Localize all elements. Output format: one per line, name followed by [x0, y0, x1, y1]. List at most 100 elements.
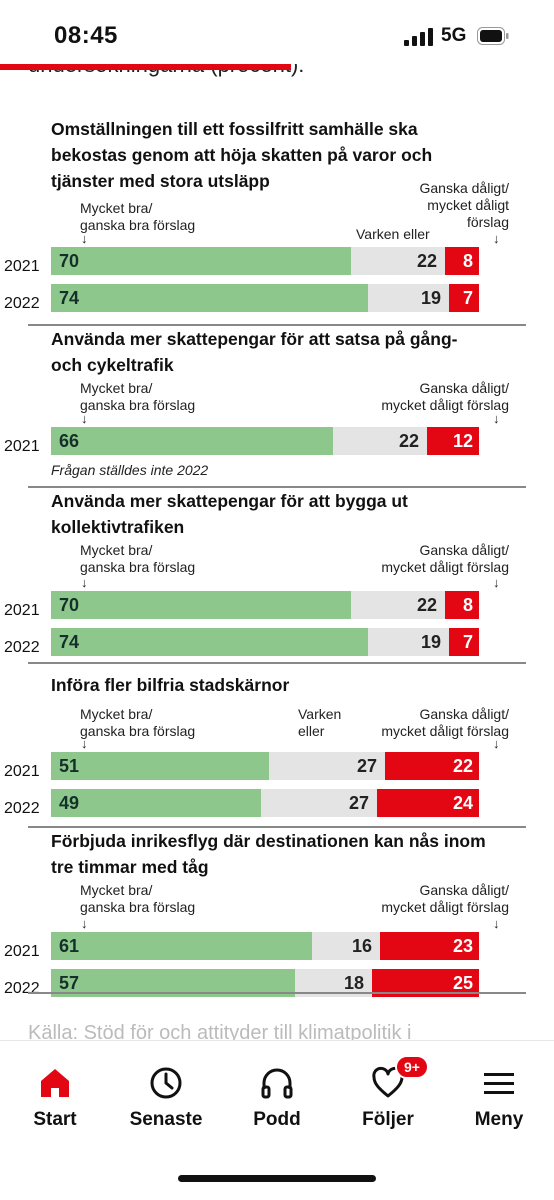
- value-positive: 70: [59, 595, 80, 615]
- bar-positive: [51, 247, 351, 275]
- chart-title: Införa fler bilfria stadskärnor: [51, 675, 290, 695]
- value-positive: 74: [59, 288, 80, 308]
- legend-arrow-icon: ↓: [493, 736, 500, 751]
- value-negative: 23: [452, 936, 473, 956]
- value-neutral: 16: [351, 936, 372, 956]
- follow-badge: 9+: [395, 1055, 429, 1079]
- bar-negative: [445, 247, 479, 275]
- heart-icon: [372, 1066, 404, 1098]
- bar-negative: [385, 752, 479, 780]
- bar-neutral: [351, 591, 445, 619]
- value-positive: 57: [59, 973, 80, 993]
- value-negative: 24: [452, 793, 473, 813]
- value-neutral: 19: [420, 288, 441, 308]
- section-divider: [28, 992, 526, 994]
- legend-neutral: Varken eller: [356, 226, 430, 242]
- bar-positive: [51, 932, 312, 960]
- value-negative: 22: [452, 756, 473, 776]
- legend-negative: Ganska dåligt/mycket dåligt förslag: [419, 180, 510, 230]
- value-negative: 12: [452, 431, 473, 451]
- nav-label-senaste: Senaste: [129, 1109, 203, 1130]
- chart-title: Använda mer skattepengar för att satsa p…: [51, 329, 458, 375]
- value-positive: 51: [59, 756, 80, 776]
- section-divider: [28, 324, 526, 326]
- bar-row: 70 22 8: [51, 247, 479, 275]
- bar-row: 74 19 7: [51, 284, 479, 312]
- clock-icon: [150, 1067, 182, 1099]
- chart-title: Använda mer skattepengar för att bygga u…: [51, 491, 408, 537]
- nav-label-meny: Meny: [474, 1109, 524, 1130]
- bar-positive: [51, 284, 368, 312]
- nav-podd[interactable]: Podd: [222, 1063, 332, 1131]
- legend-positive: Mycket bra/ganska bra förslag: [80, 882, 196, 915]
- year-label: 2021: [4, 258, 40, 275]
- nav-foljer[interactable]: 9+ Följer: [333, 1055, 443, 1131]
- value-positive: 61: [59, 936, 80, 956]
- bar-row: 51 27 22: [51, 752, 479, 780]
- value-negative: 8: [462, 595, 473, 615]
- legend-arrow-icon: ↓: [493, 916, 500, 931]
- legend-negative: Ganska dåligt/mycket dåligt förslag: [381, 706, 509, 739]
- value-negative: 7: [462, 288, 473, 308]
- bar-neutral: [368, 628, 449, 656]
- bar-negative: [449, 284, 479, 312]
- legend-negative: Ganska dåligt/mycket dåligt förslag: [381, 380, 509, 413]
- menu-icon: [484, 1073, 514, 1094]
- bar-negative: [377, 789, 479, 817]
- bar-positive: [51, 427, 333, 455]
- legend-positive: Mycket bra/ganska bra förslag: [80, 542, 196, 575]
- value-neutral: 22: [416, 251, 437, 271]
- nav-senaste[interactable]: Senaste: [111, 1063, 221, 1131]
- legend-arrow-icon: ↓: [81, 411, 88, 426]
- value-positive: 66: [59, 431, 80, 451]
- value-negative: 25: [452, 973, 473, 993]
- bar-positive: [51, 789, 261, 817]
- source-text: Källa: Stöd för och attityder till klima…: [28, 1022, 412, 1044]
- legend-neutral: Varken eller: [298, 706, 342, 739]
- bottom-nav: Start Senaste Podd 9+ Följer Meny: [0, 1040, 554, 1200]
- section-divider: [28, 826, 526, 828]
- legend-arrow-icon: ↓: [81, 575, 88, 590]
- bar-row: 49 27 24: [51, 789, 479, 817]
- battery-icon: [477, 27, 509, 45]
- legend-arrow-icon: ↓: [81, 231, 88, 246]
- nav-meny[interactable]: Meny: [444, 1063, 554, 1131]
- year-label: 2022: [4, 295, 40, 312]
- year-label: 2022: [4, 800, 40, 817]
- bar-neutral: [351, 247, 445, 275]
- value-neutral: 22: [416, 595, 437, 615]
- legend-positive: Mycket bra/ganska bra förslag: [80, 380, 196, 413]
- value-neutral: 27: [348, 793, 369, 813]
- legend-negative: Ganska dåligt/mycket dåligt förslag: [381, 542, 509, 575]
- legend-arrow-icon: ↓: [493, 411, 500, 426]
- legend-positive: Mycket bra/ganska bra förslag: [80, 706, 196, 739]
- home-icon: [41, 1069, 69, 1097]
- year-label: 2021: [4, 602, 40, 619]
- legend-arrow-icon: ↓: [81, 736, 88, 751]
- network-label: 5G: [441, 25, 467, 46]
- year-label: 2021: [4, 438, 40, 455]
- legend-arrow-icon: ↓: [493, 231, 500, 246]
- value-positive: 70: [59, 251, 80, 271]
- home-indicator: [178, 1175, 376, 1182]
- bar-negative: [445, 591, 479, 619]
- value-positive: 74: [59, 632, 80, 652]
- value-negative: 8: [462, 251, 473, 271]
- bar-neutral: [261, 789, 377, 817]
- chart-title: Omställningen till ett fossilfritt samhä…: [51, 119, 433, 191]
- nav-start[interactable]: Start: [0, 1063, 110, 1131]
- progress-bar: [0, 64, 291, 70]
- section-divider: [28, 662, 526, 664]
- bar-row: 70 22 8: [51, 591, 479, 619]
- year-label: 2021: [4, 943, 40, 960]
- bar-positive: [51, 591, 351, 619]
- bar-neutral: [333, 427, 427, 455]
- value-neutral: 18: [343, 973, 364, 993]
- value-neutral: 27: [356, 756, 377, 776]
- year-label: 2021: [4, 763, 40, 780]
- nav-label-start: Start: [33, 1109, 77, 1130]
- chart-title: Förbjuda inrikesflyg där destinationen k…: [51, 831, 486, 877]
- section-divider: [28, 486, 526, 488]
- bar-row: 74 19 7: [51, 628, 479, 656]
- bar-neutral: [368, 284, 449, 312]
